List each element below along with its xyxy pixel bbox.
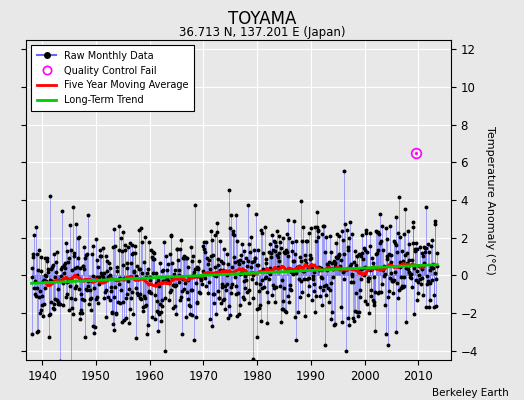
Text: TOYAMA: TOYAMA [228, 10, 296, 28]
Text: 36.713 N, 137.201 E (Japan): 36.713 N, 137.201 E (Japan) [179, 26, 345, 39]
Y-axis label: Temperature Anomaly (°C): Temperature Anomaly (°C) [485, 126, 495, 274]
Text: Berkeley Earth: Berkeley Earth [432, 388, 508, 398]
Legend: Raw Monthly Data, Quality Control Fail, Five Year Moving Average, Long-Term Tren: Raw Monthly Data, Quality Control Fail, … [31, 45, 194, 111]
